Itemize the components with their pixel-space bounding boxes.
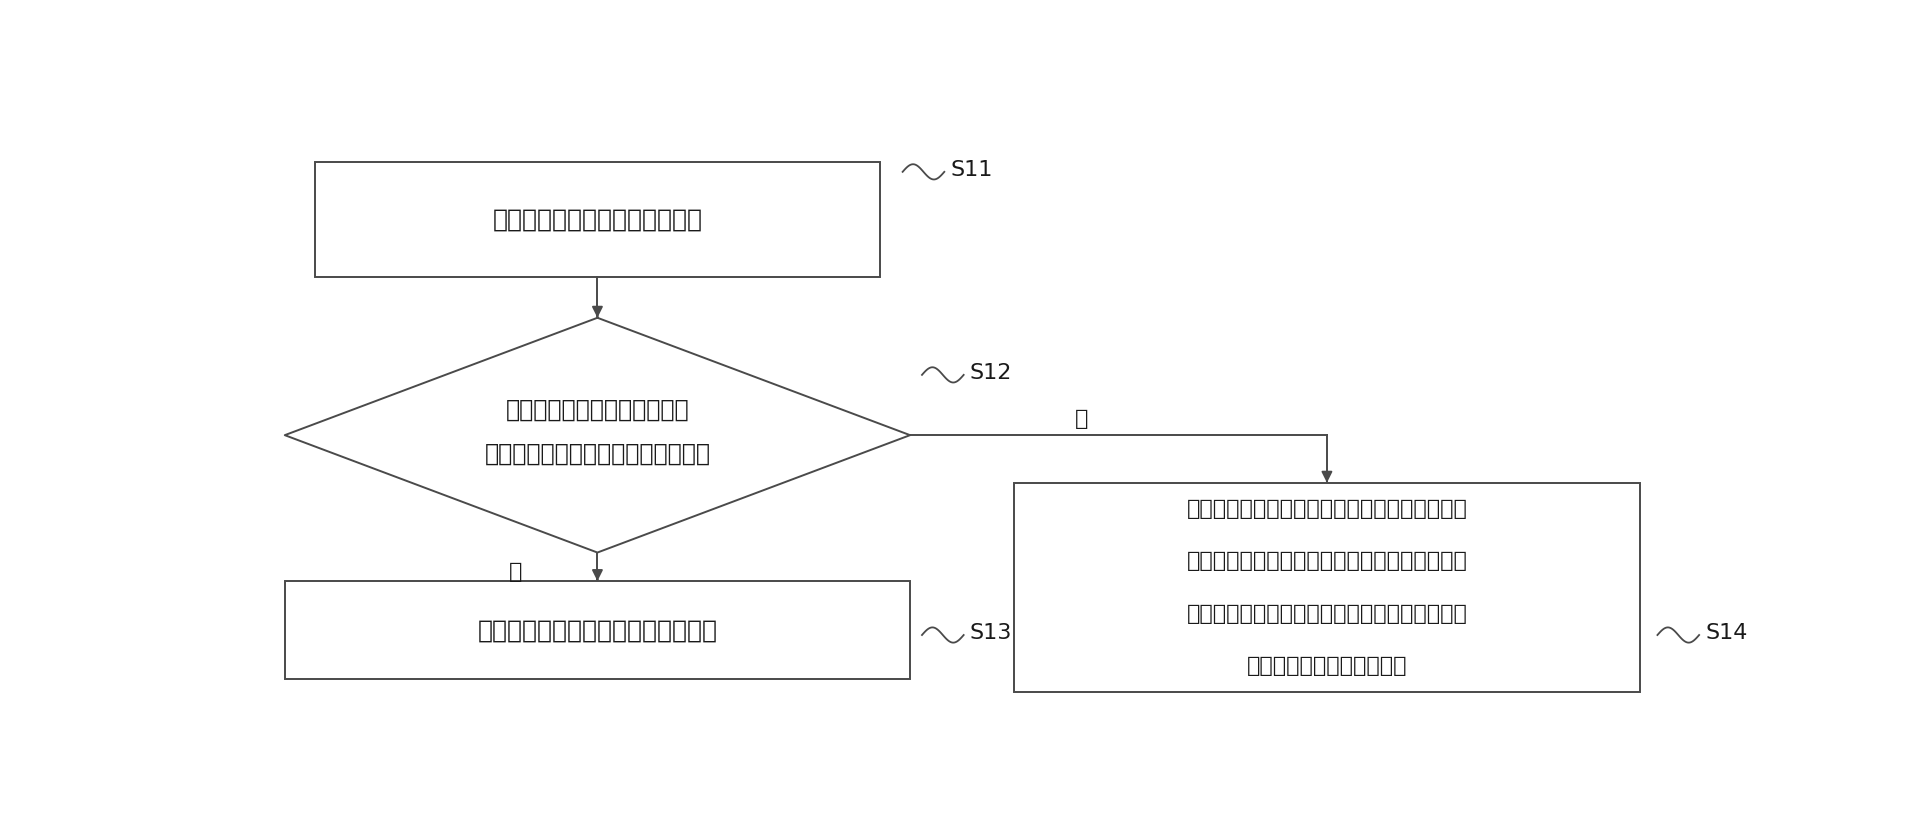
- Text: 否: 否: [509, 562, 523, 582]
- Text: S13: S13: [970, 623, 1012, 643]
- Bar: [284, 581, 911, 680]
- Text: 判断在第一预设时长内布料车: 判断在第一预设时长内布料车: [505, 398, 690, 422]
- Text: S11: S11: [951, 160, 993, 180]
- Text: 与任一接近开关之间的距离以及布料车在按预设: 与任一接近开关之间的距离以及布料车在按预设: [1187, 551, 1468, 571]
- Text: 判定布料车朝向的边缘接近开关异常: 判定布料车朝向的边缘接近开关异常: [478, 618, 717, 642]
- Text: 是: 是: [1074, 410, 1087, 429]
- Text: 控制布料车向预设运行方向行走: 控制布料车向预设运行方向行走: [492, 208, 703, 232]
- Bar: [1014, 483, 1639, 692]
- Text: 是否碰到布料车朝向的边缘接近开关: 是否碰到布料车朝向的边缘接近开关: [484, 442, 711, 466]
- Text: 控制布料车按预设规则行走，基于边缘接近开关: 控制布料车按预设规则行走，基于边缘接近开关: [1187, 499, 1468, 519]
- Text: S14: S14: [1706, 623, 1748, 643]
- Text: 规则行走的过程中与接近开关的触碰情况判定对: 规则行走的过程中与接近开关的触碰情况判定对: [1187, 604, 1468, 624]
- Text: S12: S12: [970, 363, 1012, 382]
- Bar: [315, 162, 880, 277]
- Text: 应的接近开关是否存在异常: 应的接近开关是否存在异常: [1247, 656, 1408, 676]
